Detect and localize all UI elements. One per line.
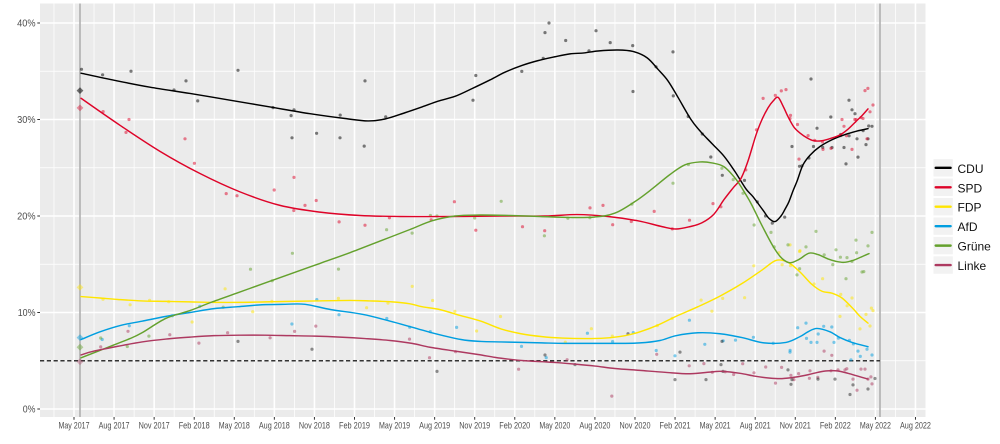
svg-text:May 2020: May 2020 (539, 421, 570, 431)
svg-text:CDU: CDU (958, 162, 984, 176)
svg-text:Feb 2019: Feb 2019 (339, 421, 370, 431)
svg-text:Aug 2022: Aug 2022 (900, 421, 931, 431)
svg-text:40%: 40% (17, 19, 35, 30)
svg-text:0%: 0% (23, 405, 36, 416)
svg-text:SPD: SPD (958, 181, 983, 195)
svg-text:Nov 2020: Nov 2020 (619, 421, 650, 431)
svg-text:May 2022: May 2022 (860, 421, 891, 431)
svg-text:Aug 2020: Aug 2020 (579, 421, 610, 431)
svg-text:Aug 2021: Aug 2021 (740, 421, 771, 431)
svg-text:Nov 2017: Nov 2017 (139, 421, 170, 431)
svg-text:AfD: AfD (958, 220, 978, 234)
svg-text:May 2019: May 2019 (379, 421, 410, 431)
svg-text:20%: 20% (17, 212, 35, 223)
svg-text:Nov 2018: Nov 2018 (299, 421, 330, 431)
svg-text:Feb 2018: Feb 2018 (179, 421, 210, 431)
svg-text:May 2021: May 2021 (700, 421, 731, 431)
svg-text:30%: 30% (17, 115, 35, 126)
svg-text:10%: 10% (18, 308, 36, 319)
svg-text:Aug 2017: Aug 2017 (99, 421, 130, 431)
svg-text:May 2018: May 2018 (219, 421, 250, 431)
svg-text:May 2017: May 2017 (59, 421, 90, 431)
svg-text:Feb 2021: Feb 2021 (660, 421, 691, 431)
svg-text:Nov 2019: Nov 2019 (459, 421, 490, 431)
svg-text:Aug 2019: Aug 2019 (419, 421, 450, 431)
svg-text:Aug 2018: Aug 2018 (259, 421, 290, 431)
svg-text:Feb 2022: Feb 2022 (820, 421, 851, 431)
svg-text:FDP: FDP (958, 201, 982, 215)
svg-text:Feb 2020: Feb 2020 (499, 421, 530, 431)
svg-text:Linke: Linke (958, 259, 987, 273)
svg-text:Nov 2021: Nov 2021 (780, 421, 811, 431)
svg-text:Grüne: Grüne (958, 240, 992, 254)
